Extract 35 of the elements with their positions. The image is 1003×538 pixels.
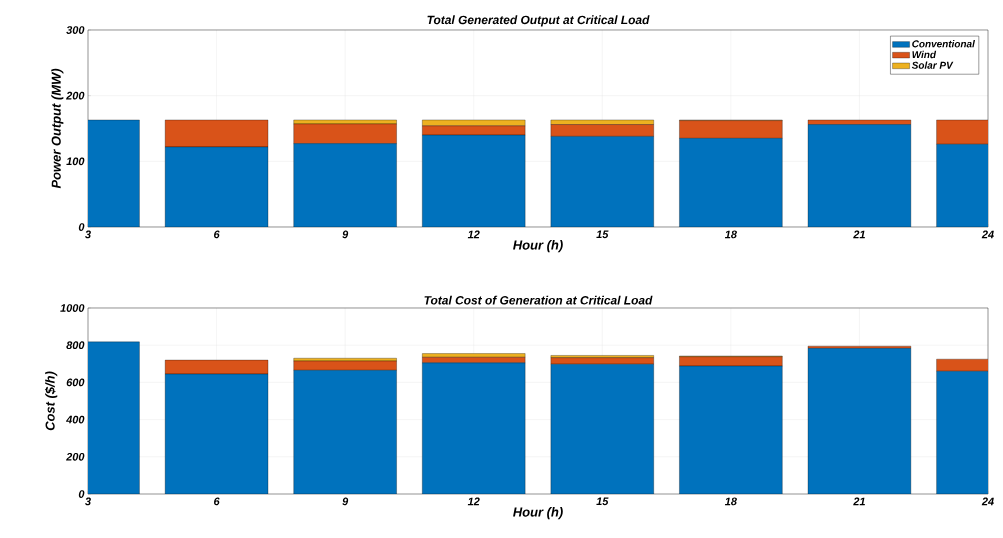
y-tick-label: 600 xyxy=(66,378,85,387)
x-tick-label: 6 xyxy=(214,230,220,239)
y-axis-title: Cost ($/h) xyxy=(44,371,58,431)
legend-label: Conventional xyxy=(912,40,975,48)
x-tick-label: 15 xyxy=(596,497,609,506)
x-tick-label: 3 xyxy=(85,497,91,506)
x-tick-label: 6 xyxy=(214,497,220,506)
x-axis-title: Hour (h) xyxy=(513,240,563,253)
y-tick-label: 100 xyxy=(66,157,85,166)
y-tick-label: 400 xyxy=(66,415,85,424)
legend-label: Solar PV xyxy=(911,61,954,69)
x-tick-label: 18 xyxy=(724,230,737,239)
x-tick-label: 15 xyxy=(596,230,609,239)
y-tick-label: 300 xyxy=(66,26,85,34)
legend-label: Wind xyxy=(912,50,937,59)
x-tick-label: 24 xyxy=(981,230,994,239)
y-tick-label: 200 xyxy=(66,452,85,461)
chart-title: Total Cost of Generation at Critical Load xyxy=(424,295,653,305)
y-tick-label: 0 xyxy=(78,223,85,231)
y-tick-label: 0 xyxy=(78,490,85,498)
y-tick-label: 1000 xyxy=(60,304,85,312)
y-axis-title: Power Output (MW) xyxy=(51,68,64,189)
x-tick-label: 12 xyxy=(467,230,480,239)
x-axis-title: Hour (h) xyxy=(513,507,563,520)
x-tick-label: 21 xyxy=(853,497,865,506)
y-tick-label: 800 xyxy=(66,341,85,350)
x-tick-label: 18 xyxy=(724,497,737,506)
x-tick-label: 3 xyxy=(85,230,91,239)
y-tick-label: 200 xyxy=(66,91,85,100)
x-tick-label: 9 xyxy=(342,497,349,506)
x-tick-label: 9 xyxy=(342,230,349,239)
chart-title: Total Generated Output at Critical Load xyxy=(427,15,650,27)
x-tick-label: 21 xyxy=(853,230,865,239)
x-tick-label: 24 xyxy=(981,497,994,506)
x-tick-label: 12 xyxy=(467,497,480,506)
